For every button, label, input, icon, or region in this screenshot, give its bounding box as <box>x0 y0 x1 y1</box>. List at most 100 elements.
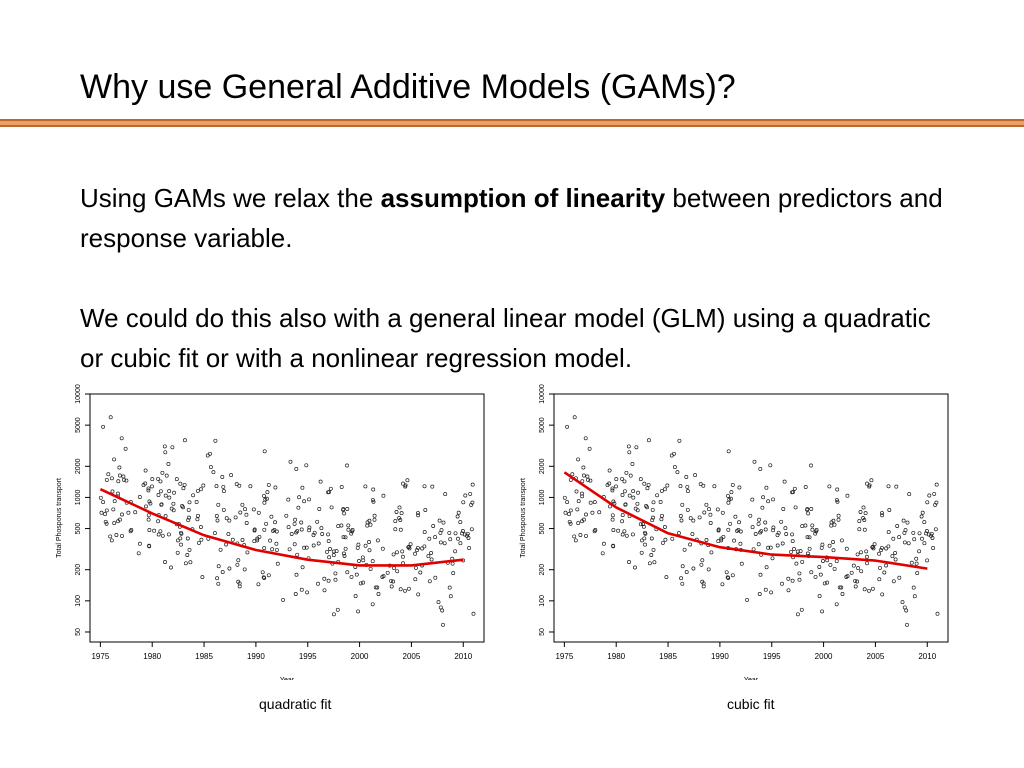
scatter-point <box>627 450 632 455</box>
scatter-point <box>638 522 643 527</box>
scatter-point <box>463 493 468 498</box>
scatter-point <box>887 508 892 512</box>
x-tick-label: 1985 <box>659 652 677 661</box>
scatter-point <box>662 487 667 492</box>
scatter-point <box>700 558 705 563</box>
quadratic-fit-chart: 1975 1980 1985 1990 1995 2000 2005 2010 50 100 200… <box>56 384 485 680</box>
scatter-point <box>834 498 839 503</box>
scatter-point <box>148 501 153 506</box>
scatter-point <box>286 525 291 530</box>
scatter-point <box>117 465 122 470</box>
scatter-point <box>345 507 350 511</box>
x-tick-label: 2005 <box>403 652 421 661</box>
scatter-point <box>158 479 163 484</box>
scatter-point <box>678 514 683 518</box>
scatter-point <box>418 570 423 575</box>
y-tick-label: 500 <box>75 523 82 535</box>
scatter-point <box>461 500 466 505</box>
x-tick-label: 1975 <box>555 652 573 661</box>
scatter-point <box>370 559 375 564</box>
scatter-point <box>372 513 377 518</box>
scatter-point <box>865 561 869 566</box>
scatter-point <box>237 581 242 586</box>
scatter-point <box>792 486 797 491</box>
plot-frame <box>89 393 485 643</box>
scatter-point <box>611 499 616 504</box>
scatter-point <box>164 473 169 478</box>
scatter-point <box>836 517 841 522</box>
scatter-point <box>640 538 644 543</box>
scatter-point <box>642 481 647 486</box>
scatter-point <box>196 513 200 518</box>
scatter-point <box>371 499 376 504</box>
scatter-point <box>685 484 690 489</box>
scatter-point <box>864 554 869 559</box>
scatter-point <box>840 592 845 596</box>
scatter-point <box>879 548 883 553</box>
scatter-point <box>779 519 784 524</box>
scatter-point <box>370 602 375 607</box>
scatter-point <box>738 541 743 546</box>
scatter-point <box>284 513 289 518</box>
scatter-point <box>775 543 780 548</box>
scatter-point <box>880 513 885 518</box>
scatter-point <box>567 512 571 517</box>
scatter-point <box>636 490 640 495</box>
scatter-point <box>143 481 148 486</box>
scatter-point <box>304 545 309 550</box>
scatter-point <box>813 531 818 536</box>
scatter-point <box>853 584 858 589</box>
scatter-point <box>156 493 161 497</box>
scatter-point <box>341 507 346 512</box>
scatter-point <box>307 525 312 530</box>
scatter-point <box>839 585 844 590</box>
scatter-point <box>339 523 344 528</box>
x-tick-label: 1985 <box>195 652 213 661</box>
scatter-point <box>855 579 860 584</box>
scatter-point <box>356 609 361 614</box>
scatter-point <box>345 570 350 575</box>
scatter-point <box>831 518 836 523</box>
scatter-point <box>600 551 605 556</box>
scatter-point <box>922 541 927 546</box>
scatter-point <box>126 510 131 515</box>
scatter-point <box>398 587 403 592</box>
scatter-point <box>235 562 240 567</box>
scatter-point <box>292 521 297 526</box>
scatter-point <box>136 551 141 556</box>
scatter-point <box>759 529 764 534</box>
scatter-point <box>181 505 186 510</box>
scatter-point <box>182 438 187 443</box>
scatter-point <box>814 528 819 532</box>
scatter-point <box>334 549 339 554</box>
paragraph-linearity: Using GAMs we relax the assumption of li… <box>80 178 960 258</box>
scatter-point <box>326 532 331 537</box>
scatter-point <box>904 608 909 613</box>
x-tick-label: 1995 <box>299 652 317 661</box>
scatter-point <box>307 528 312 533</box>
scatter-point <box>659 488 664 493</box>
scatter-point <box>827 543 832 548</box>
scatter-point <box>163 560 167 564</box>
scatter-point <box>117 473 122 478</box>
scatter-point <box>361 580 366 585</box>
scatter-point <box>248 484 253 489</box>
scatter-point <box>862 527 867 532</box>
scatter-point <box>299 587 304 592</box>
scatter-point <box>389 584 394 589</box>
scatter-point <box>104 521 109 526</box>
scatter-point <box>398 527 403 532</box>
scatter-point <box>820 542 825 547</box>
scatter-point <box>415 545 420 550</box>
scatter-point <box>363 543 368 548</box>
scatter-point <box>179 542 183 547</box>
scatter-point <box>271 528 275 533</box>
scatter-point <box>839 538 844 543</box>
scatter-point <box>162 444 167 449</box>
scatter-point <box>836 513 841 518</box>
scatter-point <box>565 500 570 505</box>
scatter-point <box>790 539 795 544</box>
scatter-point <box>215 576 220 581</box>
scatter-point <box>645 486 650 491</box>
scatter-point <box>581 473 586 478</box>
